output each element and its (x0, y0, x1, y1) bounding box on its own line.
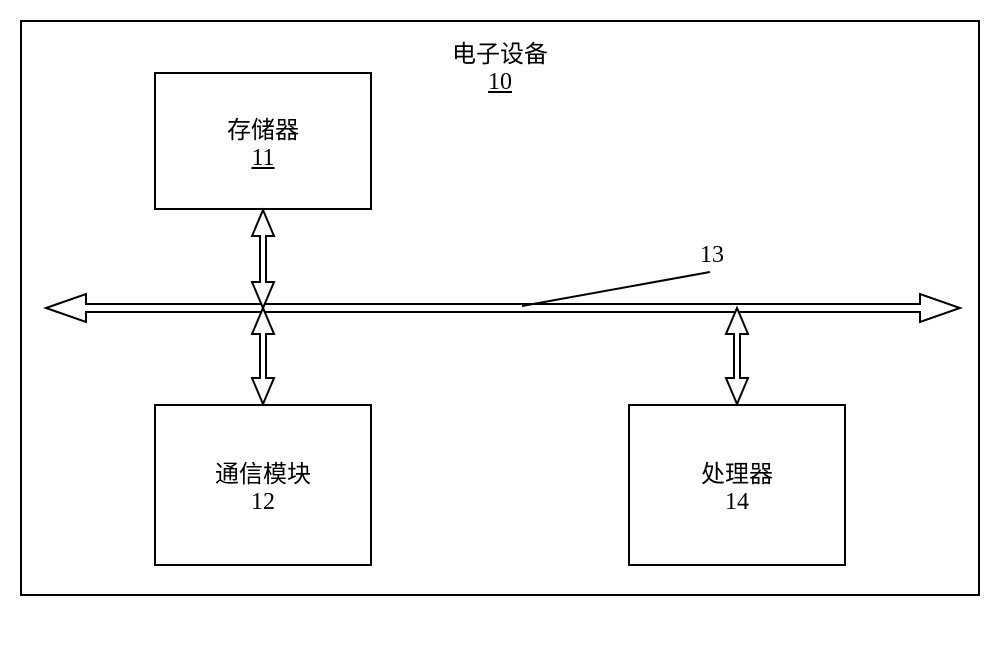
title-block: 电子设备 10 (400, 34, 600, 96)
memory-label: 存储器 (227, 110, 299, 145)
title-number: 10 (400, 69, 600, 96)
comm-label: 通信模块 (215, 454, 311, 489)
memory-number: 11 (251, 145, 274, 172)
title-text: 电子设备 (400, 34, 600, 69)
comm-box: 通信模块 12 (154, 404, 372, 566)
bus-ref-label: 13 (700, 242, 724, 269)
processor-box: 处理器 14 (628, 404, 846, 566)
processor-number: 14 (725, 489, 749, 516)
memory-box: 存储器 11 (154, 72, 372, 210)
processor-label: 处理器 (701, 454, 773, 489)
comm-number: 12 (251, 489, 275, 516)
